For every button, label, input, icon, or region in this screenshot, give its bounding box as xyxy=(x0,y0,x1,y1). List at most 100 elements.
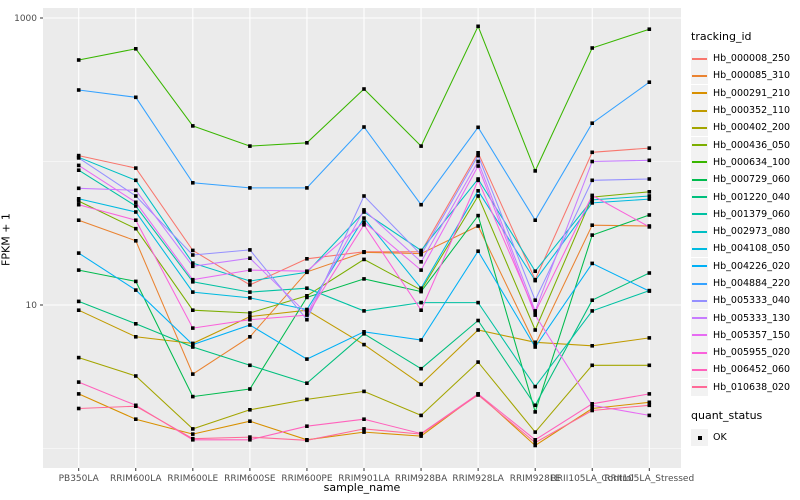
data-point xyxy=(134,288,138,292)
data-point xyxy=(647,27,652,31)
legend-entry: Hb_002973_080 xyxy=(691,223,799,241)
data-point xyxy=(476,300,480,305)
data-point xyxy=(647,363,652,368)
legend-line-swatch xyxy=(692,351,707,354)
y-tick-label: 10 xyxy=(26,301,38,311)
legend-line-swatch xyxy=(692,282,707,285)
data-point xyxy=(533,440,537,445)
data-point xyxy=(248,283,252,287)
legend-line-swatch xyxy=(692,109,707,112)
data-point xyxy=(419,432,423,436)
data-point xyxy=(134,374,138,378)
legend-key xyxy=(691,67,708,85)
data-point xyxy=(305,269,309,273)
legend-line-swatch xyxy=(692,386,707,389)
data-point xyxy=(248,296,252,300)
data-point xyxy=(362,87,366,91)
data-point xyxy=(647,158,652,163)
data-point xyxy=(362,332,366,336)
legend-label: Hb_005955_020 xyxy=(713,347,791,359)
data-point xyxy=(362,430,366,434)
data-point xyxy=(419,289,423,294)
data-point xyxy=(590,344,594,348)
data-point xyxy=(305,397,309,402)
data-point xyxy=(362,257,366,262)
data-point xyxy=(362,389,366,394)
legend-label: Hb_000634_100 xyxy=(713,156,791,168)
data-point xyxy=(590,406,594,411)
data-point xyxy=(590,201,594,205)
data-point xyxy=(76,299,81,304)
data-point xyxy=(191,253,195,257)
data-point xyxy=(419,300,423,305)
data-point xyxy=(476,164,480,168)
data-point xyxy=(590,198,594,202)
data-point xyxy=(362,277,366,281)
legend-key xyxy=(691,119,708,137)
data-point xyxy=(191,436,195,441)
legend-key xyxy=(691,344,708,362)
legend-entry: Hb_000729_060 xyxy=(691,171,799,189)
data-point xyxy=(533,313,537,317)
legend-label: Hb_010638_020 xyxy=(713,381,791,393)
data-point xyxy=(134,47,138,51)
legend-line-swatch xyxy=(692,161,707,164)
data-point xyxy=(590,402,594,406)
data-point xyxy=(76,168,81,172)
data-point xyxy=(647,194,652,198)
data-point xyxy=(476,213,480,218)
data-point xyxy=(590,261,594,266)
legend-key xyxy=(691,153,708,171)
data-point xyxy=(134,194,138,198)
data-point xyxy=(134,417,138,421)
legend-line-swatch xyxy=(692,178,707,181)
legend-label: Hb_005333_040 xyxy=(713,295,791,307)
data-point xyxy=(191,290,195,294)
quant-legend-title: quant_status xyxy=(691,408,763,422)
x-tick-label: RRIM600SE xyxy=(224,474,276,484)
legend-line-swatch xyxy=(692,317,707,320)
data-point xyxy=(305,313,309,317)
legend-label: Hb_005333_130 xyxy=(713,312,791,324)
legend-entry: Hb_005357_150 xyxy=(691,326,799,344)
legend-entry: Hb_005955_020 xyxy=(691,344,799,362)
data-point xyxy=(76,58,81,62)
data-point xyxy=(533,298,537,302)
data-point xyxy=(248,317,252,322)
legend-label: Hb_000436_050 xyxy=(713,139,791,151)
legend-entry: Hb_010638_020 xyxy=(691,378,799,396)
data-point xyxy=(191,342,195,347)
data-point xyxy=(191,277,195,282)
data-point xyxy=(647,177,652,181)
data-point xyxy=(134,335,138,339)
data-point xyxy=(419,268,423,272)
data-point xyxy=(362,216,366,220)
legend-key xyxy=(691,188,708,206)
legend-line-swatch xyxy=(692,368,707,371)
data-point xyxy=(191,181,195,185)
data-point xyxy=(76,380,81,384)
data-point xyxy=(134,279,138,284)
data-point xyxy=(419,144,423,148)
data-point xyxy=(191,264,195,269)
data-point xyxy=(134,166,138,170)
data-point xyxy=(533,403,537,408)
data-point xyxy=(476,159,480,164)
data-point xyxy=(76,156,81,160)
legend-key xyxy=(691,378,708,396)
black-square-marker-icon xyxy=(697,435,702,440)
data-point xyxy=(191,308,195,312)
legend-line-swatch xyxy=(692,74,707,77)
legend-entry: Hb_006452_060 xyxy=(691,361,799,379)
legend-entry: Hb_000352_110 xyxy=(691,102,799,120)
legend-entry: Hb_000291_210 xyxy=(691,84,799,102)
quant-legend-entry: OK xyxy=(691,429,799,447)
data-point xyxy=(362,223,366,227)
legend-line-swatch xyxy=(692,213,707,216)
data-point xyxy=(76,268,81,272)
data-point xyxy=(191,372,195,376)
data-point xyxy=(76,308,81,312)
data-point xyxy=(134,178,138,183)
